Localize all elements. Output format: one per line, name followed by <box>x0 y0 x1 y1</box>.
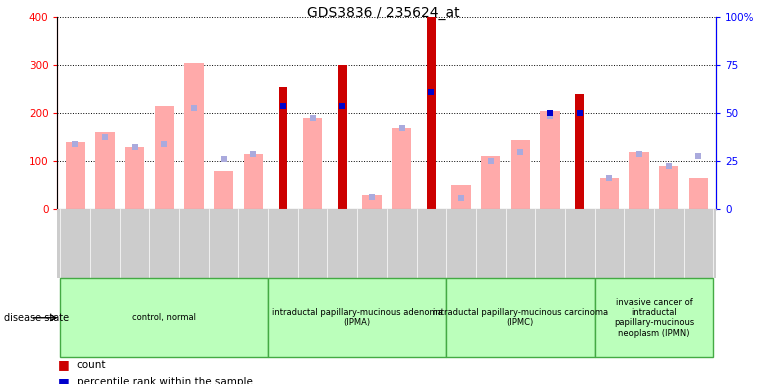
Text: intraductal papillary-mucinous adenoma
(IPMA): intraductal papillary-mucinous adenoma (… <box>272 308 443 328</box>
Bar <box>66 142 85 209</box>
Bar <box>214 171 234 209</box>
Bar <box>630 152 649 209</box>
Text: intraductal papillary-mucinous carcinoma
(IPMC): intraductal papillary-mucinous carcinoma… <box>433 308 608 328</box>
Bar <box>594 278 713 357</box>
Bar <box>540 111 560 209</box>
Bar <box>689 178 708 209</box>
Bar <box>446 278 594 357</box>
Text: ■: ■ <box>57 376 69 384</box>
Bar <box>427 17 436 209</box>
Bar <box>185 63 204 209</box>
Text: disease state: disease state <box>4 313 69 323</box>
Bar <box>268 278 446 357</box>
Bar <box>481 157 500 209</box>
Bar <box>279 87 287 209</box>
Bar <box>338 65 347 209</box>
Text: invasive cancer of
intraductal
papillary-mucinous
neoplasm (IPMN): invasive cancer of intraductal papillary… <box>614 298 694 338</box>
Bar <box>511 140 530 209</box>
Bar <box>575 94 584 209</box>
Text: ■: ■ <box>57 358 69 371</box>
Bar <box>392 128 411 209</box>
Bar <box>659 166 679 209</box>
Text: GDS3836 / 235624_at: GDS3836 / 235624_at <box>306 6 460 20</box>
Bar <box>125 147 144 209</box>
Bar <box>362 195 381 209</box>
Bar <box>244 154 263 209</box>
Text: control, normal: control, normal <box>133 313 196 322</box>
Bar <box>61 278 268 357</box>
Bar <box>95 132 115 209</box>
Bar <box>600 178 619 209</box>
Text: percentile rank within the sample: percentile rank within the sample <box>77 377 253 384</box>
Bar <box>303 118 322 209</box>
Bar <box>155 106 174 209</box>
Bar <box>451 185 470 209</box>
Text: count: count <box>77 360 106 370</box>
